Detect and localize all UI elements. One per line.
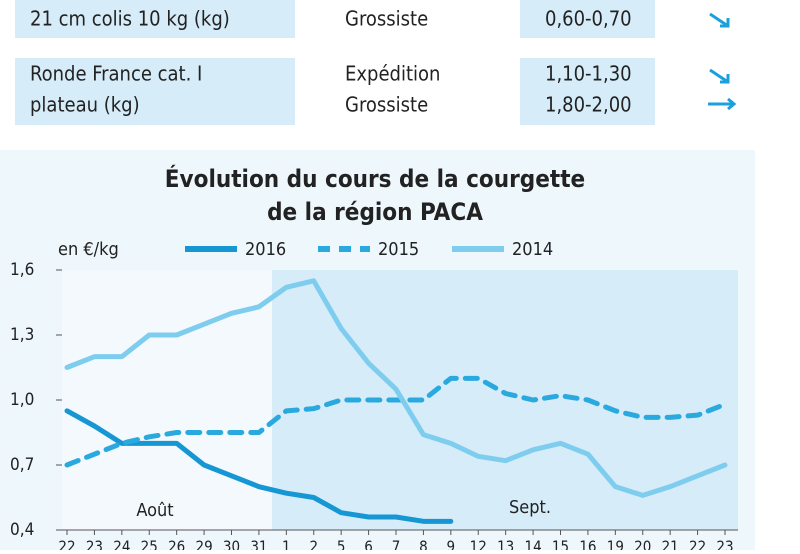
stage: Grossiste [345,93,428,117]
x-tick-label: 5 [337,538,346,551]
annotation: Sept. [509,497,551,518]
x-tick-label: 8 [419,538,428,551]
price: 1,10-1,30 [545,62,632,86]
x-tick-label: 2 [309,538,318,551]
trend-arrows [708,12,737,111]
x-tick-label: 31 [250,538,267,551]
x-tick-label: 23 [86,538,103,551]
product: plateau (kg) [30,93,140,117]
y-tick-label: 0,4 [10,520,34,540]
legend-label: 2015 [378,239,419,260]
x-tick-label: 12 [470,538,487,551]
chart-title: Évolution du cours de la courgette [165,164,585,193]
chart-title: de la région PACA [267,198,483,226]
y-tick-label: 1,3 [10,325,34,345]
x-tick-label: 13 [497,538,514,551]
cell-bg [15,0,295,38]
x-tick-label: 29 [195,538,212,551]
x-tick-label: 19 [607,538,624,551]
x-tick-label: 6 [364,538,373,551]
price: 1,80-2,00 [545,93,632,117]
y-tick-label: 0,7 [10,455,34,475]
y-tick-label: 1,0 [10,390,34,410]
x-tick-label: 26 [168,538,185,551]
x-tick-label: 7 [392,538,401,551]
stage: Grossiste [345,7,428,31]
series-line [64,375,728,468]
x-tick-label: 21 [662,538,679,551]
x-tick-label: 14 [524,538,541,551]
x-tick-label: 1 [282,538,291,551]
cell-bg [520,0,655,38]
product: Ronde France cat. I [30,62,202,86]
x-tick-label: 9 [447,538,456,551]
legend-label: 2016 [245,239,286,260]
legend-label: 2014 [512,239,553,260]
x-tick-label: 30 [223,538,240,551]
annotation: Août [136,500,173,521]
price: 0,60-0,70 [545,7,632,31]
x-tick-label: 23 [716,538,733,551]
stage: Expédition [345,62,440,86]
plot-bg [272,270,738,530]
product: 21 cm colis 10 kg (kg) [30,7,230,31]
y-tick-label: 1,6 [10,260,34,280]
cell-bg [15,58,295,125]
y-label: en €/kg [58,239,119,260]
x-tick-label: 24 [113,538,130,551]
series-line [64,278,728,498]
x-tick-label: 15 [552,538,569,551]
x-tick-label: 20 [634,538,651,551]
x-tick-label: 25 [141,538,158,551]
x-tick-label: 16 [579,538,596,551]
x-tick-label: 22 [689,538,706,551]
cell-bg [520,58,655,125]
x-tick-label: 22 [58,538,75,551]
